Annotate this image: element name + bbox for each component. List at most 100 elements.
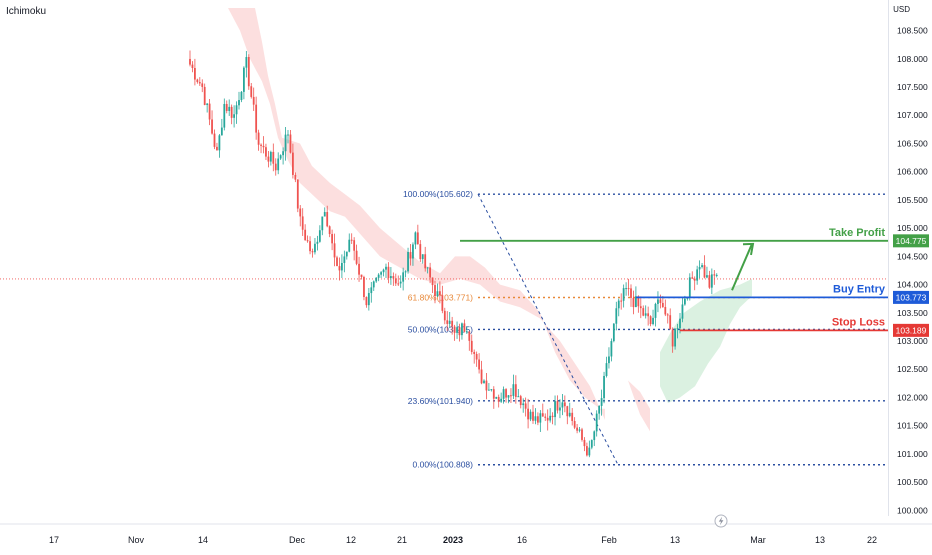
indicator-label[interactable]: Ichimoku: [6, 6, 47, 17]
candle-body: [581, 429, 583, 440]
candle-body: [196, 79, 199, 83]
candle-body: [559, 407, 561, 411]
candle-body: [262, 145, 265, 148]
candle-body: [296, 179, 299, 209]
bearish-cloud-small: [628, 380, 650, 432]
candle-body: [277, 158, 280, 171]
candle-body: [554, 401, 556, 418]
y-tick-label: 108.000: [897, 54, 928, 64]
candle-body: [194, 67, 196, 80]
candle-body: [387, 266, 390, 278]
y-tick-label: 101.000: [897, 449, 928, 459]
candle-body: [566, 406, 569, 417]
candle-body: [216, 146, 218, 151]
candle-body: [451, 320, 454, 327]
candle-body: [269, 151, 272, 162]
y-tick-label: 101.500: [897, 421, 928, 431]
candle-body: [338, 266, 341, 271]
candle-body: [289, 134, 292, 153]
price-axis[interactable]: 100.000 100.500 101.000 101.500 102.000 102.5…: [888, 0, 928, 516]
candle-body: [644, 313, 647, 316]
candle-body: [439, 291, 441, 296]
y-tick-label: 100.000: [897, 505, 928, 515]
candle-body: [510, 395, 512, 397]
candle-body: [448, 320, 451, 324]
candle-body: [532, 411, 534, 421]
y-tick-label: 104.000: [897, 280, 928, 290]
time-axis[interactable]: 17 Nov 14 Dec 12 21 2023 16 Feb 13 Mar 13 22: [0, 514, 932, 545]
candle-body: [419, 244, 422, 260]
y-tick-label: 107.500: [897, 82, 928, 92]
candle-body: [257, 132, 260, 145]
candle-body: [331, 234, 333, 244]
candle-body: [632, 297, 635, 308]
candle-body: [220, 127, 223, 136]
candle-body: [583, 439, 586, 447]
candle-body: [385, 266, 387, 270]
candle-body: [544, 416, 547, 418]
candle-body: [586, 446, 588, 456]
candle-body: [240, 91, 243, 101]
candle-body: [404, 271, 407, 273]
price-tag-label: 103.189: [896, 325, 927, 335]
price-tag-label: 103.773: [896, 292, 927, 302]
candle-body: [512, 384, 515, 396]
y-tick-label: 103.500: [897, 308, 928, 318]
candle-body: [497, 396, 500, 402]
candle-body: [274, 163, 277, 171]
candle-body: [434, 285, 436, 297]
candles: [189, 50, 718, 458]
candle-body: [255, 104, 258, 133]
candle-body: [468, 331, 471, 341]
candle-body: [639, 306, 642, 309]
candle-body: [693, 278, 696, 281]
candle-body: [507, 395, 510, 398]
candle-body: [701, 265, 703, 267]
candle-body: [304, 229, 307, 241]
candle-body: [642, 308, 645, 316]
candle-body: [243, 67, 245, 92]
candle-body: [649, 316, 652, 325]
candle-body: [514, 384, 517, 397]
candle-body: [416, 232, 419, 245]
level-name: Stop Loss: [832, 316, 885, 328]
candle-body: [238, 100, 240, 106]
candle-body: [465, 331, 468, 333]
ichimoku-cloud: [228, 8, 752, 432]
candle-body: [299, 208, 302, 217]
candle-body: [576, 427, 578, 431]
candle-body: [272, 151, 275, 164]
candle-body: [407, 251, 409, 272]
candle-body: [681, 304, 684, 319]
candle-body: [223, 103, 226, 128]
candle-body: [392, 276, 395, 279]
candle-body: [608, 356, 610, 364]
y-tick-label: 103.000: [897, 336, 928, 346]
candle-body: [429, 267, 431, 278]
candle-body: [301, 216, 304, 230]
candle-body: [355, 250, 358, 264]
candle-body: [206, 103, 209, 105]
candle-body: [233, 114, 235, 118]
candle-body: [431, 277, 434, 286]
candle-body: [571, 412, 574, 421]
candle-body: [463, 323, 466, 332]
candle-body: [500, 398, 503, 402]
y-tick-label: 102.000: [897, 392, 928, 402]
fib-label: 23.60%(101.940): [408, 396, 473, 406]
candle-body: [561, 402, 564, 408]
candle-body: [441, 295, 444, 311]
fib-label: 50.00%(103.205): [408, 324, 473, 334]
y-tick-label: 102.500: [897, 364, 928, 374]
candle-body: [380, 272, 382, 275]
candle-body: [671, 329, 674, 347]
x-tick-label: 16: [517, 535, 527, 545]
candle-body: [336, 257, 338, 267]
candle-body: [627, 288, 630, 290]
x-tick-label: 22: [867, 535, 877, 545]
price-tag: [893, 234, 929, 248]
candle-body: [698, 266, 701, 270]
trade-levels: Take Profit 104.775 Buy Entry 103.773 Stop L…: [460, 227, 929, 337]
